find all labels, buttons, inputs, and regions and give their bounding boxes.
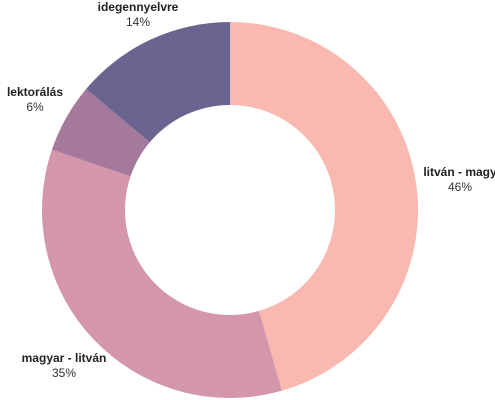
slice-label-name-0: litván - magy bbox=[423, 165, 495, 179]
donut-slices bbox=[41, 22, 418, 398]
slice-label-value-3: 14% bbox=[126, 15, 150, 29]
slice-label-name-1: magyar - litván bbox=[22, 351, 107, 365]
slice-label-name-3: idegennyelvre bbox=[98, 0, 179, 14]
donut-slice-0 bbox=[230, 22, 418, 391]
slice-label-value-1: 35% bbox=[52, 366, 76, 380]
donut-slice-3 bbox=[86, 22, 230, 143]
slice-label-name-2: lektorálás bbox=[7, 85, 63, 99]
slice-label-value-0: 46% bbox=[448, 180, 472, 194]
donut-slice-2 bbox=[51, 88, 150, 177]
slice-label-value-2: 6% bbox=[26, 100, 44, 114]
donut-slice-1 bbox=[41, 149, 282, 398]
